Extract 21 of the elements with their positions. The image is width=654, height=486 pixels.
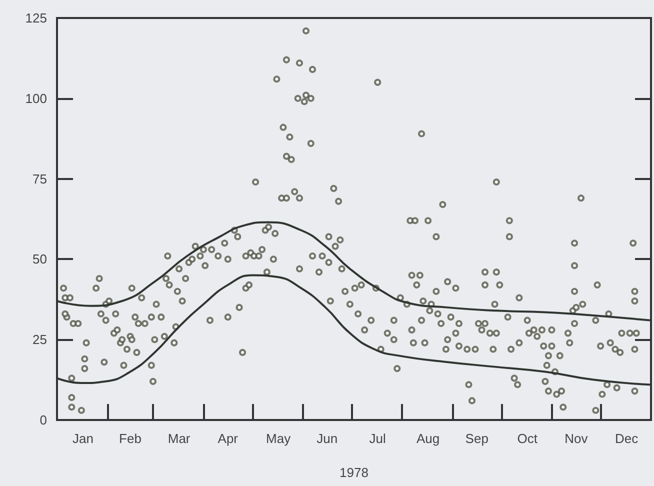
y-tick-label: 100 (25, 90, 47, 106)
y-tick-label: 125 (25, 10, 47, 26)
y-tick-label: 0 (40, 412, 47, 428)
x-tick-label: Apr (218, 431, 239, 446)
x-tick-label: Oct (517, 431, 538, 446)
line-series (56, 274, 650, 386)
x-tick-label: Sep (465, 431, 488, 446)
line-series (56, 221, 650, 322)
x-tick-label: Jul (369, 431, 386, 446)
x-tick-label: May (266, 431, 292, 446)
x-tick-label: Dec (615, 431, 639, 446)
y-tick-label: 25 (32, 332, 47, 348)
x-axis-title: 1978 (340, 465, 368, 480)
x-tick-label: Nov (564, 431, 588, 446)
x-tick-label: Aug (416, 431, 440, 446)
x-tick-label: Feb (119, 431, 142, 446)
y-tick-label: 50 (32, 252, 47, 267)
x-tick-label: Jan (72, 431, 94, 446)
y-tick-label: 75 (32, 171, 47, 186)
x-tick-label: Jun (316, 431, 338, 446)
x-tick-label: Mar (168, 431, 191, 446)
